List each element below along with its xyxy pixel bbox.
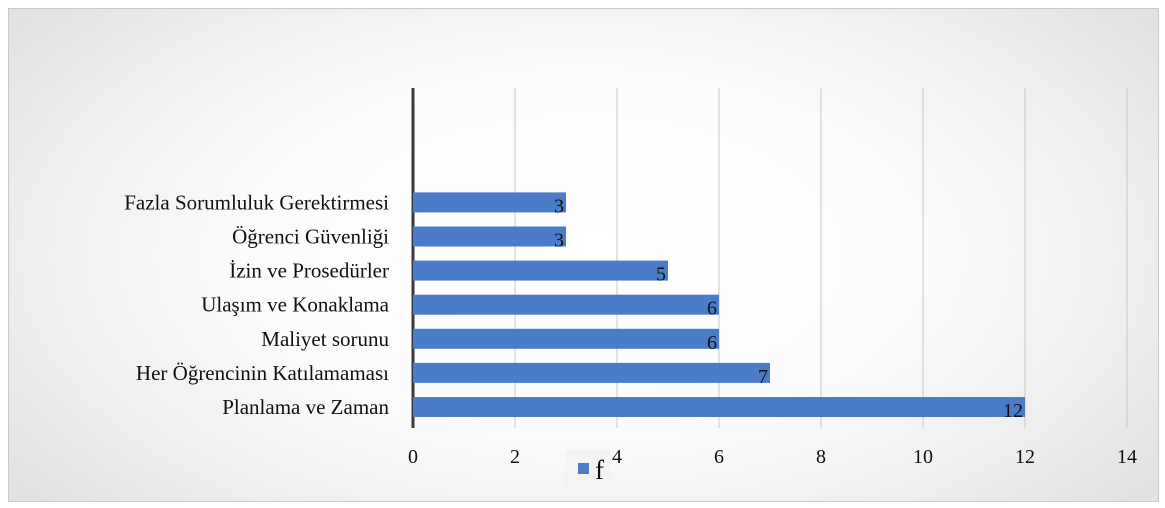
legend-swatch bbox=[578, 463, 589, 474]
chart-area bbox=[8, 8, 1159, 502]
x-tick-label: 0 bbox=[408, 446, 418, 468]
bar bbox=[413, 362, 770, 383]
data-label: 5 bbox=[656, 264, 666, 286]
x-tick-label: 8 bbox=[816, 446, 826, 468]
bar bbox=[413, 294, 719, 315]
bar bbox=[413, 192, 566, 213]
legend-label: f bbox=[595, 455, 604, 485]
data-label: 3 bbox=[554, 195, 564, 217]
x-tick-labels: 0 2 4 6 8 10 12 14 bbox=[408, 446, 1137, 468]
x-tick-label: 6 bbox=[714, 446, 724, 468]
bar bbox=[413, 226, 566, 247]
x-tick-label: 14 bbox=[1117, 446, 1137, 468]
bars: 12 7 6 6 5 3 3 bbox=[413, 192, 1025, 422]
category-label: Planlama ve Zaman bbox=[222, 395, 389, 419]
bar bbox=[413, 328, 719, 349]
x-tick-label: 12 bbox=[1015, 446, 1035, 468]
category-label: Fazla Sorumluluk Gerektirmesi bbox=[124, 190, 389, 214]
data-label: 7 bbox=[758, 366, 768, 388]
data-label: 6 bbox=[707, 332, 717, 354]
legend: f bbox=[565, 450, 610, 494]
category-labels: Planlama ve Zaman Her Öğrencinin Katılama… bbox=[124, 190, 389, 419]
x-tick-label: 4 bbox=[612, 446, 622, 468]
data-label: 6 bbox=[707, 298, 717, 320]
data-label: 3 bbox=[554, 230, 564, 252]
x-tick-label: 10 bbox=[913, 446, 933, 468]
category-label: Maliyet sorunu bbox=[261, 327, 389, 351]
bar bbox=[413, 260, 668, 281]
category-label: İzin ve Prosedürler bbox=[229, 259, 389, 283]
category-label: Öğrenci Güvenliği bbox=[232, 225, 389, 249]
data-label: 12 bbox=[1003, 400, 1023, 422]
category-label: Her Öğrencinin Katılamaması bbox=[136, 361, 389, 385]
category-label: Ulaşım ve Konaklama bbox=[201, 293, 389, 317]
bar bbox=[413, 397, 1025, 417]
x-tick-label: 2 bbox=[510, 446, 520, 468]
